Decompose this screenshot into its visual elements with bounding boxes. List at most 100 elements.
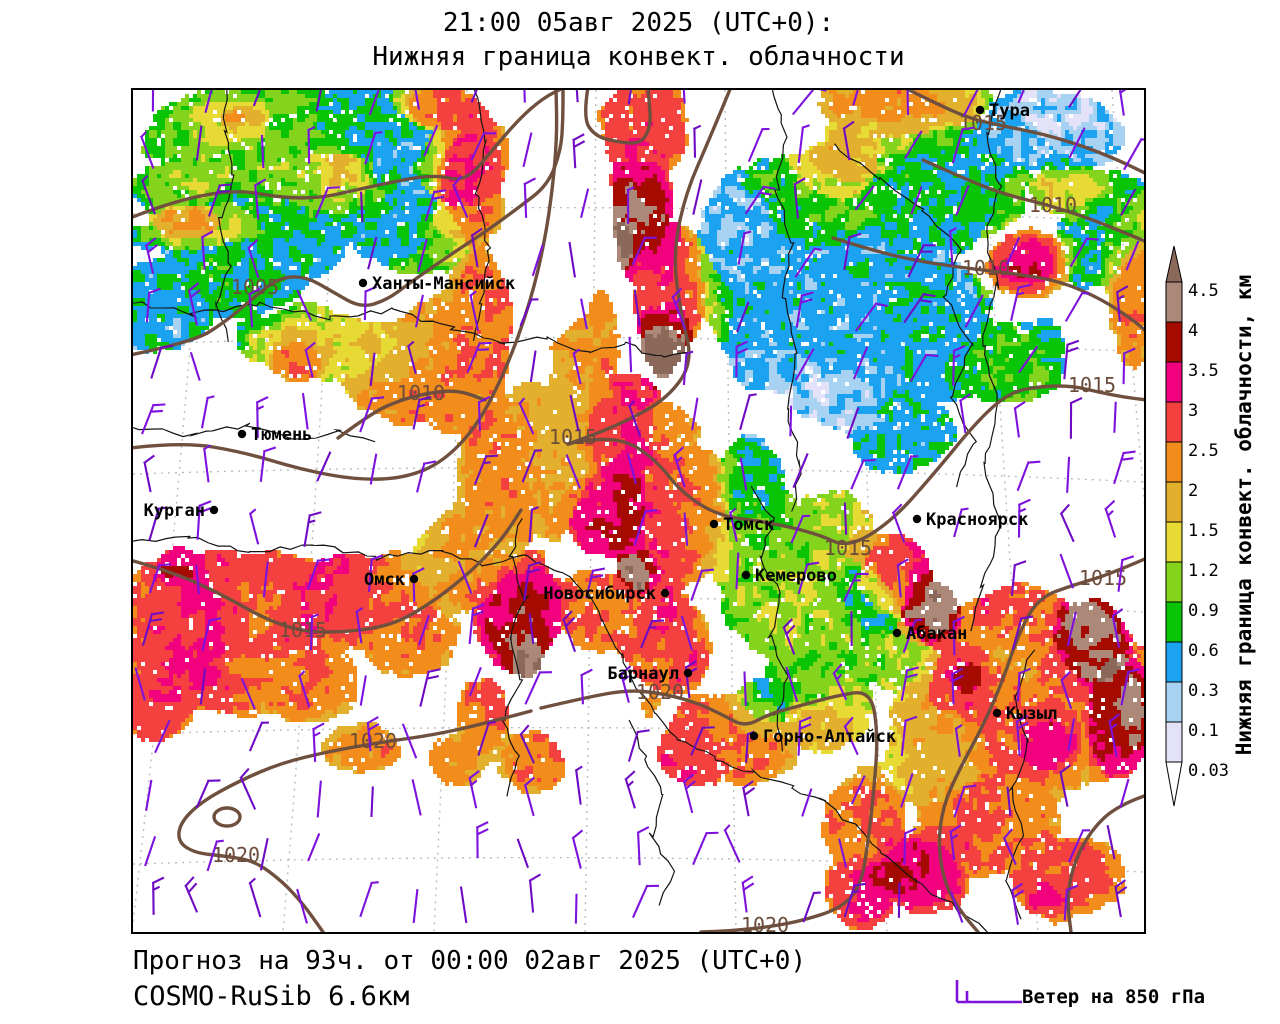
wind-barb	[692, 831, 719, 866]
city-dot	[975, 105, 985, 115]
wind-barb	[1010, 283, 1031, 321]
wind-barb	[904, 130, 923, 159]
wind-barb	[187, 282, 201, 326]
wind-barb	[673, 446, 686, 488]
city-label: Новосибирск	[543, 584, 656, 604]
wind-barb	[528, 873, 542, 913]
wind-barb	[580, 298, 588, 330]
wind-barb	[1115, 285, 1129, 322]
wind-barb	[903, 292, 936, 324]
wind-barb	[891, 503, 906, 543]
isobar-label: 1010	[962, 256, 1010, 280]
legend-tick-label: 0.6	[1188, 641, 1219, 661]
wind-barb	[1066, 611, 1077, 647]
wind-barb	[1068, 127, 1086, 159]
city-dot	[741, 570, 751, 580]
wind-barb	[144, 237, 159, 274]
wind-barb	[145, 779, 153, 812]
wind-barb	[531, 244, 544, 277]
wind-barb	[897, 882, 901, 918]
wind-barb	[451, 175, 469, 218]
wind-barb	[846, 407, 860, 439]
wind-barb	[903, 827, 917, 865]
legend-tick-label: 0.9	[1188, 601, 1219, 621]
legend-tick-label: 0.3	[1188, 681, 1219, 701]
wind-barb	[412, 889, 419, 924]
wind-barb	[522, 132, 533, 168]
wind-barb	[785, 666, 799, 703]
legend-tick-label: 0.03	[1188, 761, 1229, 781]
wind-barb	[626, 186, 635, 224]
wind-barb	[468, 770, 480, 809]
wind-barb	[1013, 400, 1026, 438]
map-title-line2: Нижняя граница конвект. облачности	[372, 42, 905, 72]
city-label: Кемерово	[755, 566, 837, 586]
wind-barb	[1117, 555, 1135, 592]
wind-barb	[201, 617, 222, 652]
wind-barb	[627, 729, 650, 762]
wind-barb	[473, 513, 489, 548]
wind-barb	[414, 90, 421, 110]
legend-block	[1165, 721, 1183, 763]
wind-barb	[636, 826, 650, 866]
wind-barb	[585, 567, 606, 599]
wind-barb	[523, 177, 537, 218]
wind-barb	[470, 90, 478, 103]
wind-barb	[1006, 236, 1021, 266]
city-dot	[237, 429, 247, 439]
wind-barb	[184, 876, 199, 913]
legend-tick-label: 2	[1188, 481, 1198, 501]
wind-barb	[1010, 560, 1027, 596]
wind-barb	[524, 671, 552, 705]
map-title-line1: 21:00 05авг 2025 (UTC+0):	[442, 8, 835, 38]
wind-barb	[782, 618, 796, 655]
wind-barb	[523, 776, 536, 817]
wind-barb	[792, 90, 827, 116]
isobar-line	[937, 557, 1144, 932]
wind-barb	[151, 90, 155, 112]
wind-barb	[909, 353, 939, 383]
wind-barb	[304, 341, 316, 378]
wind-barb	[1011, 615, 1034, 651]
isobar-label: 1015	[549, 425, 597, 449]
wind-barb	[682, 773, 696, 814]
wind-barb	[528, 506, 539, 543]
city-marker: Кемерово	[741, 566, 837, 586]
wind-barb	[312, 722, 325, 763]
wind-barb	[359, 881, 379, 918]
wind-barb	[417, 614, 431, 646]
wind-barb	[1122, 347, 1136, 385]
wind-barb	[850, 775, 866, 805]
wind-barb	[682, 350, 694, 386]
wind-barb	[424, 189, 447, 222]
wind-barb	[1068, 90, 1082, 108]
isobar-label: 1015	[824, 536, 872, 560]
wind-barb	[401, 723, 418, 759]
wind-barb	[359, 675, 367, 706]
wind-barb	[1066, 456, 1071, 493]
city-marker: Барнаул	[607, 664, 693, 684]
legend-block	[1165, 321, 1183, 363]
wind-barb	[523, 90, 526, 103]
wind-barb	[141, 611, 164, 646]
city-marker: Красноярск	[912, 510, 1028, 530]
isobar-label: 1020	[741, 913, 789, 932]
wind-barb	[518, 397, 535, 435]
wind-barb	[306, 558, 330, 590]
wind-barb	[619, 665, 632, 703]
isobar-line	[133, 90, 563, 219]
wind-barb	[1059, 764, 1071, 807]
legend-tick-label: 3.5	[1188, 361, 1219, 381]
isobar-label: 1020	[636, 680, 684, 704]
wind-barb	[470, 227, 483, 268]
wind-barb	[477, 721, 496, 757]
wind-legend-barb-icon	[955, 980, 1022, 1004]
wind-barb	[1063, 884, 1079, 921]
wind-barb	[529, 350, 537, 383]
wind-barb	[255, 396, 269, 438]
legend-arrow-bottom-icon	[1165, 761, 1183, 807]
wind-barb	[143, 454, 155, 493]
legend-block	[1165, 681, 1183, 723]
city-dot	[992, 708, 1002, 718]
wind-barb	[1015, 714, 1029, 757]
